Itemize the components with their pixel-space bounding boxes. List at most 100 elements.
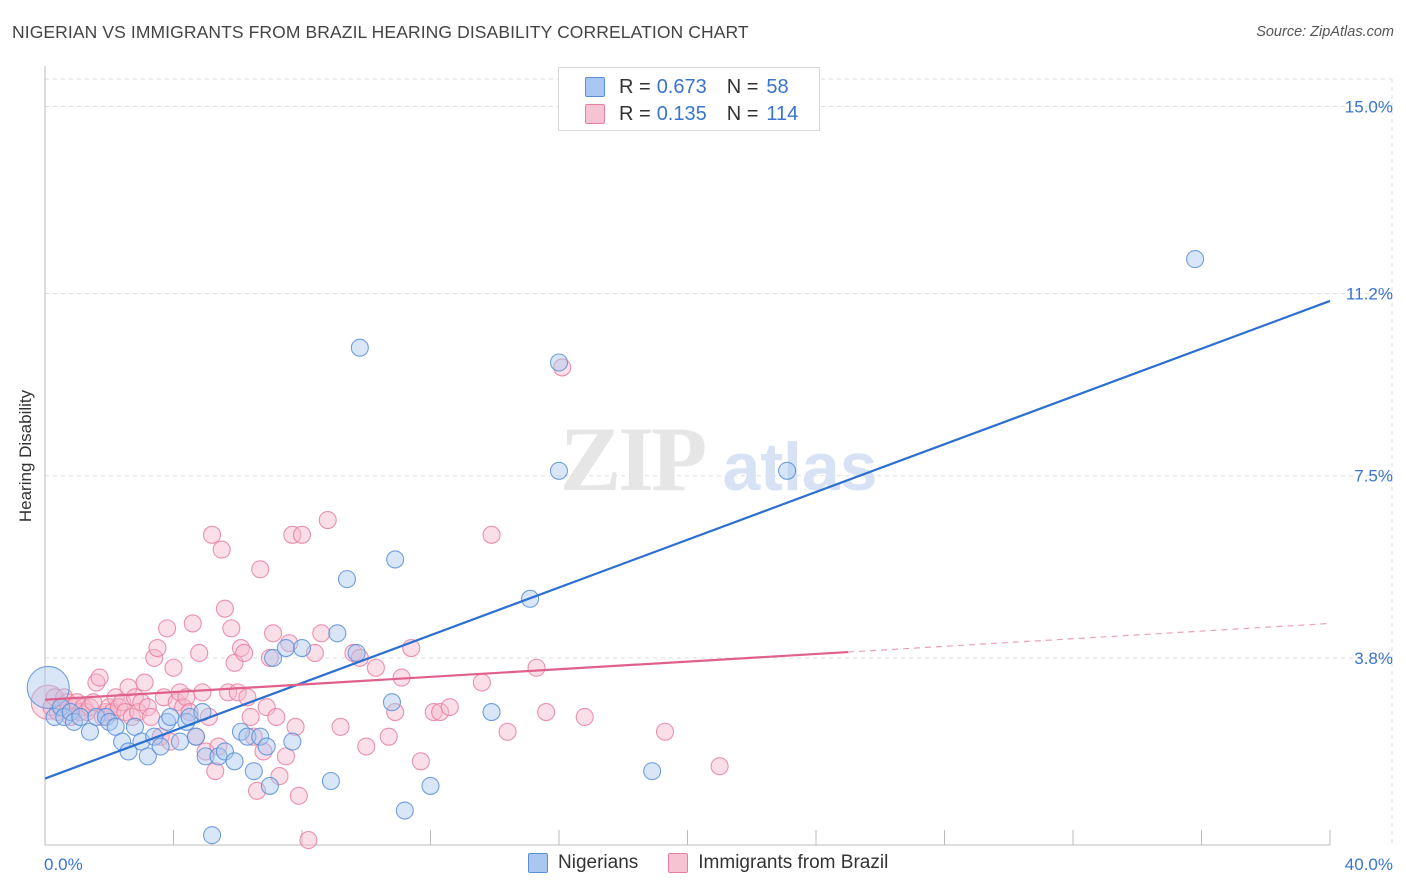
brazil-point — [267, 707, 286, 727]
legend-n-value: 114 — [766, 102, 799, 125]
chart-source: Source: ZipAtlas.com — [1256, 24, 1394, 40]
brazil-point — [183, 614, 202, 633]
brazil-point — [251, 560, 270, 579]
series-legend: Nigerians Immigrants from Brazil — [528, 852, 918, 874]
nigerian-point — [244, 762, 263, 781]
nigerian-point — [238, 727, 257, 746]
legend-n-value: 58 — [766, 75, 789, 98]
nigerian-point — [347, 643, 366, 663]
legend-row-nigerians: R = 0.673 N = 58 — [585, 74, 789, 100]
watermark-atlas: atlas — [723, 429, 878, 505]
nigerian-point — [778, 461, 797, 480]
brazil-point — [318, 510, 337, 530]
nigerian-point — [203, 826, 222, 845]
nigerian-point — [161, 707, 180, 727]
nigerian-point — [549, 461, 569, 480]
brazil-point — [312, 624, 331, 643]
brazil-point — [241, 707, 260, 727]
nigerian-point — [421, 776, 440, 795]
brazil-point — [553, 358, 572, 377]
nigerian-point — [251, 727, 270, 746]
y-tick-label: 3.8% — [1354, 649, 1393, 668]
nigerian-point — [260, 776, 279, 795]
nigerian-point — [276, 639, 295, 658]
brazil-point — [145, 648, 164, 667]
brazil-point — [379, 727, 398, 746]
brazil-point — [431, 703, 450, 722]
nigerian-point — [215, 742, 234, 761]
brazil-point — [87, 673, 106, 692]
brazil-point — [289, 786, 308, 805]
brazil-point — [482, 525, 501, 544]
trend-line-brazil — [44, 650, 849, 701]
legend-row-brazil: R = 0.135 N = 114 — [585, 101, 798, 127]
nigerian-point — [328, 624, 347, 643]
watermark: ZIP atlas — [560, 408, 878, 510]
brazil-point — [283, 525, 302, 544]
brazil-point — [299, 831, 318, 850]
nigerian-point — [643, 762, 662, 781]
brazil-point — [215, 599, 234, 618]
brazil-point — [206, 762, 225, 781]
brazil-point — [537, 703, 556, 722]
brazil-point — [411, 752, 430, 771]
legend-swatch-pink — [585, 104, 605, 124]
brazil-point — [498, 722, 517, 741]
nigerian-point — [386, 550, 405, 569]
brazil-point — [193, 683, 212, 702]
nigerian-point — [395, 801, 414, 820]
y-tick-label: 11.2% — [1346, 285, 1393, 304]
legend-r-value: 0.673 — [656, 75, 707, 98]
nigerian-point — [96, 707, 116, 727]
trend-lines — [44, 299, 1331, 780]
brazil-point — [222, 619, 241, 638]
correlation-legend: R = 0.673 N = 58 R = 0.135 N = 114 — [558, 67, 820, 131]
nigerian-point — [292, 639, 312, 658]
series-legend-label: Nigerians — [558, 852, 639, 873]
series-legend-item-brazil[interactable]: Immigrants from Brazil — [668, 852, 888, 874]
brazil-point — [90, 668, 109, 687]
nigerian-point — [138, 747, 157, 766]
axis-layer — [44, 66, 1331, 846]
brazil-point — [235, 643, 254, 663]
brazil-point — [575, 707, 594, 727]
nigerian-point — [1186, 250, 1205, 269]
brazil-point — [386, 703, 405, 722]
x-tick-label-min: 0.0% — [44, 855, 83, 874]
nigerian-point — [264, 648, 283, 667]
watermark-zip: ZIP — [560, 408, 705, 510]
brazil-point — [292, 525, 312, 544]
brazil-point — [148, 639, 167, 658]
nigerian-point — [71, 707, 90, 727]
brazil-point — [254, 742, 273, 761]
brazil-point — [655, 722, 675, 741]
brazil-point — [138, 698, 157, 717]
brazil-point — [212, 540, 231, 559]
brazil-point — [231, 639, 251, 658]
series-legend-item-nigerians[interactable]: Nigerians — [528, 852, 638, 874]
brazil-point — [190, 643, 209, 663]
brazil-point — [357, 737, 376, 756]
brazil-point — [180, 703, 199, 722]
y-tick-label: 15.0% — [1345, 97, 1393, 116]
brazil-point — [257, 698, 276, 717]
brazil-point — [472, 673, 491, 692]
nigerian-point — [257, 737, 276, 756]
nigerian-point — [283, 732, 302, 751]
series-legend-label: Immigrants from Brazil — [698, 852, 889, 873]
series-legend-swatch-pink — [668, 853, 689, 873]
brazil-point — [527, 658, 546, 677]
brazil-point — [135, 673, 154, 692]
nigerian-point — [170, 732, 189, 751]
brazil-point — [264, 624, 283, 643]
nigerian-point — [196, 747, 215, 766]
brazil-point — [366, 658, 385, 677]
legend-n-label: N = — [726, 102, 759, 125]
legend-r-value: 0.135 — [656, 102, 707, 125]
brazil-point — [331, 717, 350, 736]
nigerian-point — [382, 693, 402, 712]
legend-r-label: R = — [619, 75, 651, 98]
series-legend-swatch-blue — [528, 853, 548, 873]
nigerian-point — [321, 771, 340, 791]
